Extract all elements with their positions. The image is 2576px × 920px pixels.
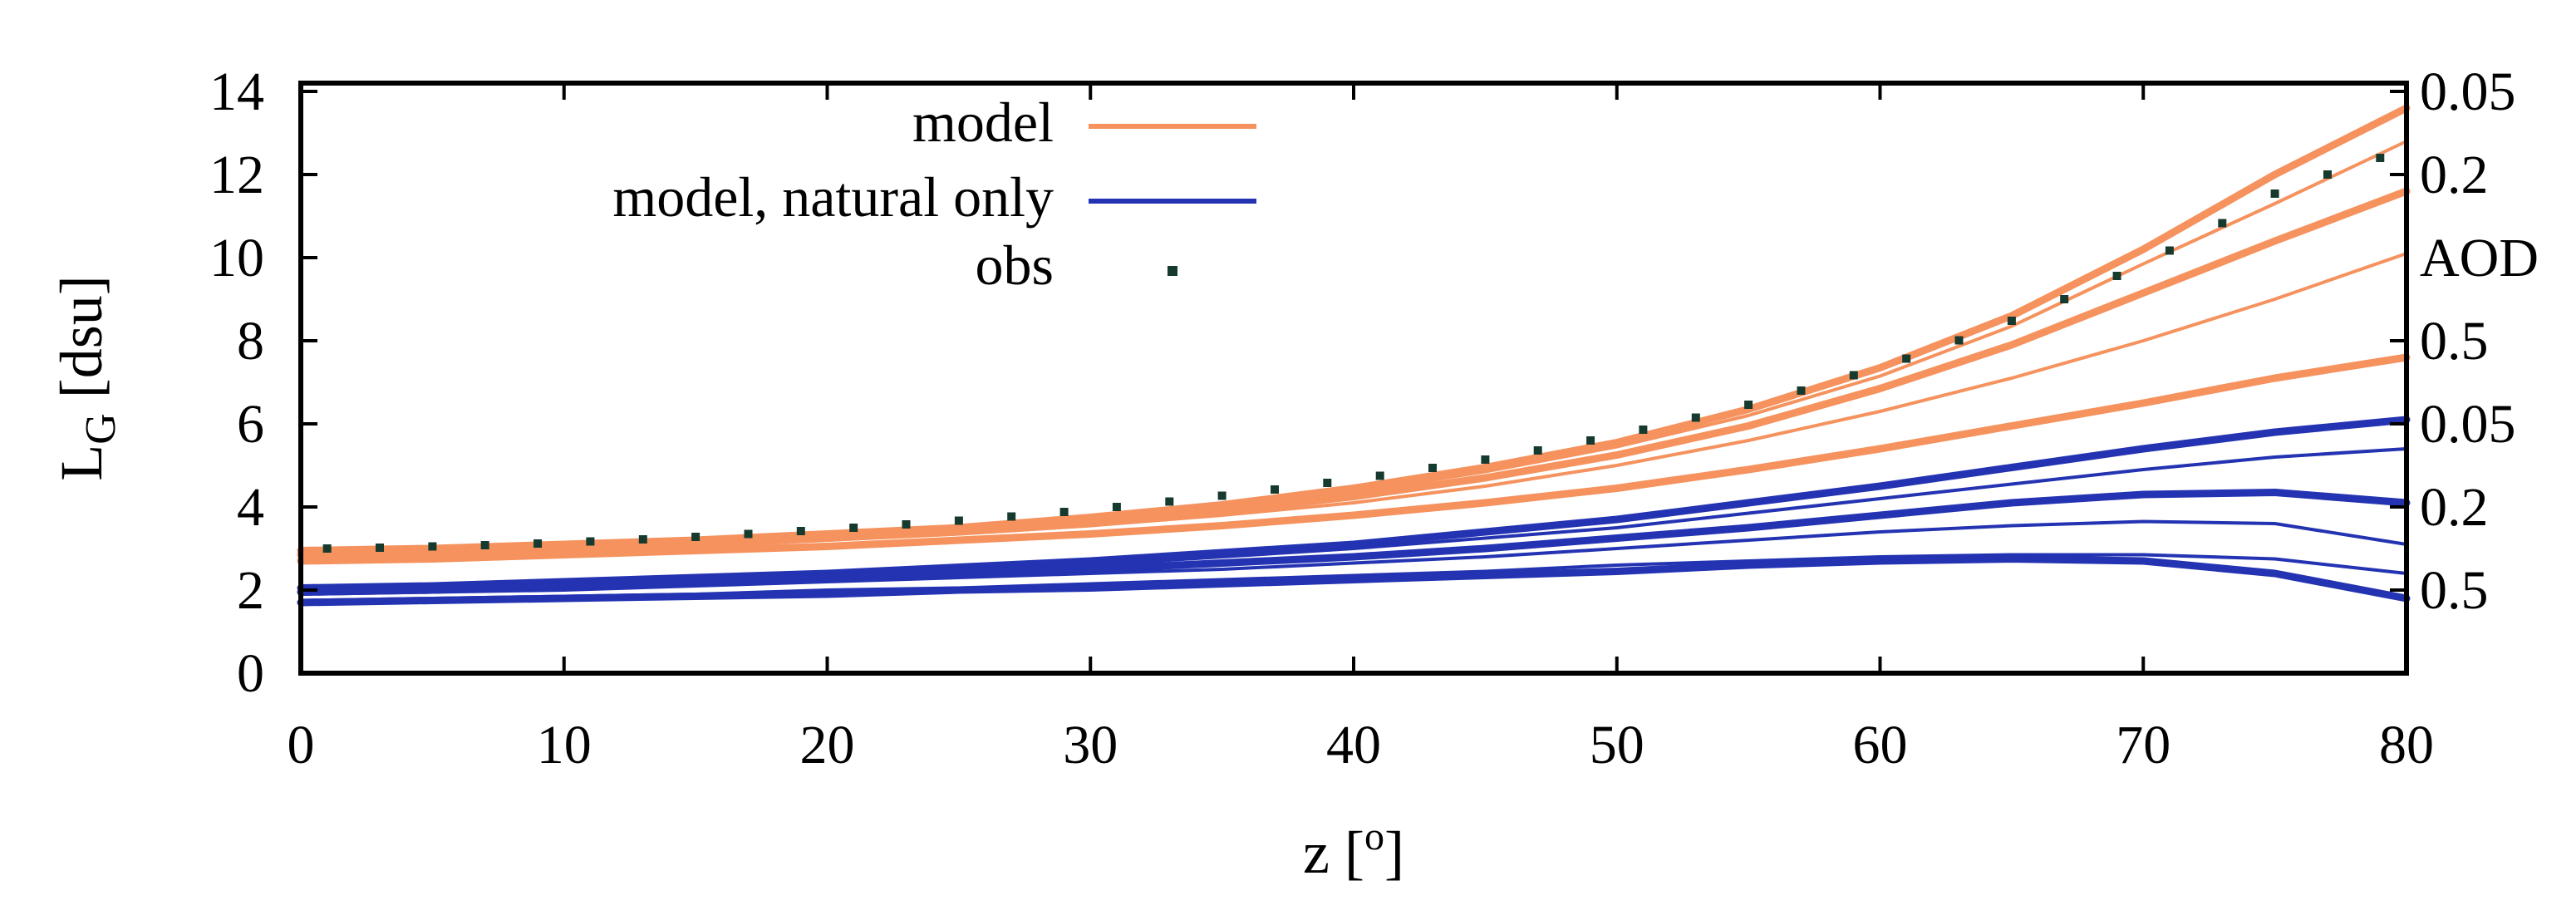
series-line-model-4 [297, 353, 2411, 565]
y-tick-label: 10 [209, 228, 264, 288]
tick-layer: 0 10 20 30 40 50 60 70 80 0 2 4 6 8 10 12 14 0.05 0.2 AOD 0.… [209, 61, 2539, 775]
series-line-natural-10 [297, 555, 2411, 607]
x-tick-label: 20 [800, 715, 855, 775]
obs-point [1797, 386, 1806, 395]
x-axis-label: z [o] [1303, 814, 1404, 886]
legend: model model, natural only obs [612, 91, 1256, 297]
obs-point [428, 542, 437, 551]
x-tick-label: 10 [537, 715, 592, 775]
x-tick-label: 60 [1853, 715, 1908, 775]
y-tick-label: 2 [237, 560, 264, 621]
obs-point [1954, 336, 1964, 345]
right-tick-label: 0.05 [2420, 394, 2516, 455]
obs-point [1112, 503, 1121, 511]
obs-point [1481, 455, 1490, 464]
y-tick-label: 6 [237, 394, 264, 455]
obs-point [1639, 426, 1648, 434]
obs-point [2218, 219, 2227, 228]
legend-label-natural: model, natural only [612, 165, 1054, 229]
obs-point [1691, 413, 1700, 422]
obs-point [2165, 246, 2174, 255]
x-tick-label: 30 [1063, 715, 1118, 775]
obs-point [1375, 471, 1384, 480]
obs-point [2112, 272, 2121, 280]
obs-point [902, 520, 911, 529]
obs-point [1849, 371, 1858, 380]
x-tick-label: 50 [1590, 715, 1644, 775]
series-line-natural-5 [297, 416, 2411, 592]
series-line-natural-7 [297, 489, 2411, 596]
series-line-natural-8 [299, 519, 2408, 596]
obs-point [1533, 446, 1542, 455]
right-tick-label: 0.5 [2420, 560, 2489, 621]
obs-point [691, 533, 701, 541]
obs-point [1217, 491, 1227, 500]
obs-point [1007, 512, 1016, 521]
obs-point [1059, 508, 1069, 516]
series-line-model-0 [297, 104, 2411, 554]
obs-point [849, 524, 858, 532]
obs-point [2060, 295, 2069, 303]
obs-point [376, 544, 384, 552]
obs-point [2376, 154, 2385, 162]
obs-point [744, 529, 753, 539]
right-tick-label: 0.2 [2420, 477, 2489, 538]
legend-swatch-obs [1168, 266, 1177, 276]
obs-point [796, 527, 805, 535]
x-tick-label: 70 [2116, 715, 2170, 775]
obs-point [1271, 485, 1279, 494]
obs-points [322, 154, 2385, 553]
obs-point [533, 539, 543, 548]
y-tick-label: 8 [237, 311, 264, 371]
right-tick-label: 0.05 [2420, 61, 2516, 122]
obs-point [2323, 170, 2332, 179]
right-tick-label: AOD [2420, 228, 2539, 288]
obs-point [1165, 497, 1174, 506]
obs-point [2270, 189, 2279, 198]
obs-point [586, 537, 595, 546]
obs-point [1902, 354, 1911, 363]
right-tick-label: 0.2 [2420, 145, 2489, 205]
series-layer [297, 104, 2411, 607]
obs-point [322, 544, 332, 553]
obs-point [1586, 436, 1595, 445]
x-tick-label: 40 [1326, 715, 1381, 775]
y-tick-label: 14 [209, 61, 264, 122]
legend-label-model: model [912, 91, 1054, 154]
series-line-model-2 [297, 187, 2411, 558]
y-tick-label: 12 [209, 145, 264, 205]
obs-point [1323, 479, 1332, 487]
x-tick-label: 0 [288, 715, 315, 775]
obs-point [954, 516, 963, 525]
obs-point [480, 541, 489, 549]
obs-point [2007, 317, 2016, 325]
y-tick-label: 0 [237, 643, 264, 704]
right-tick-label: 0.5 [2420, 311, 2489, 371]
y-tick-label: 4 [237, 477, 264, 538]
legend-label-obs: obs [976, 234, 1054, 297]
obs-point [1744, 401, 1753, 409]
obs-point [638, 535, 647, 544]
y-axis-label: LG [dsu] [48, 275, 125, 481]
series-line-model-3 [299, 252, 2408, 558]
x-tick-label: 80 [2379, 715, 2434, 775]
obs-point [1428, 464, 1437, 472]
